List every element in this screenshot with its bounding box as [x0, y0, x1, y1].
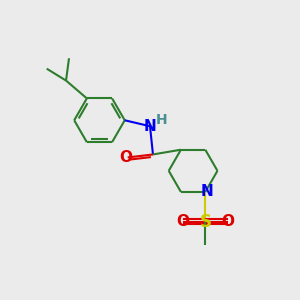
Text: H: H: [155, 113, 167, 127]
Text: O: O: [176, 214, 190, 229]
Text: N: N: [144, 119, 156, 134]
Text: S: S: [199, 213, 211, 231]
Text: N: N: [200, 184, 213, 200]
Text: O: O: [120, 150, 133, 165]
Text: O: O: [221, 214, 234, 229]
